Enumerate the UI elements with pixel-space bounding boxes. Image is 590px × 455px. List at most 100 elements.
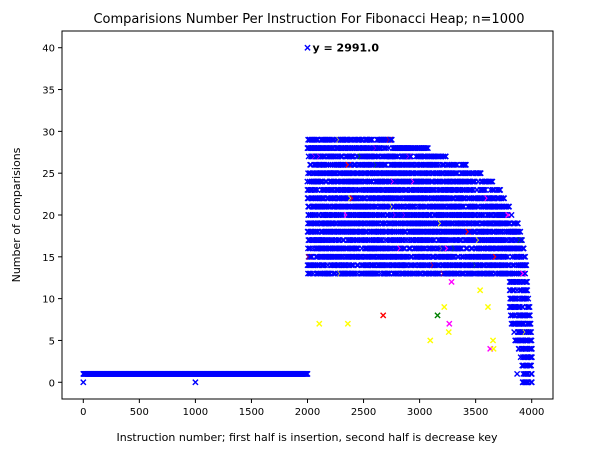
data-point — [304, 245, 312, 252]
data-point — [353, 245, 361, 252]
data-point — [377, 236, 384, 244]
x-axis-label: Instruction number; first half is insert… — [116, 431, 498, 444]
data-point — [423, 144, 430, 152]
data-point — [523, 295, 530, 302]
data-point — [330, 270, 337, 277]
data-point — [462, 161, 470, 168]
data-point — [307, 270, 314, 277]
data-point — [517, 228, 524, 235]
data-point — [388, 136, 395, 143]
y-tick-label: 25 — [42, 169, 55, 180]
data-point — [458, 245, 465, 252]
y-tick-label: 35 — [42, 86, 55, 97]
data-point — [518, 236, 526, 244]
y-tick-label: 5 — [49, 336, 55, 347]
data-point — [524, 278, 531, 286]
data-point — [351, 270, 359, 277]
data-point — [509, 287, 516, 294]
data-point — [398, 203, 405, 210]
data-point — [337, 211, 345, 219]
data-point — [525, 295, 532, 302]
data-point — [80, 379, 87, 386]
y-tick-label: 15 — [42, 253, 55, 264]
x-tick-label: 2500 — [351, 407, 376, 418]
data-point — [304, 170, 312, 177]
data-point — [366, 178, 373, 185]
data-point — [431, 161, 438, 168]
data-point — [525, 328, 533, 336]
x-tick-label: 3500 — [463, 407, 488, 418]
data-point — [312, 186, 319, 194]
data-point — [192, 379, 199, 386]
data-point — [422, 144, 429, 152]
data-point — [524, 287, 531, 294]
data-point — [468, 186, 475, 194]
data-point — [504, 253, 511, 260]
data-point — [509, 262, 516, 269]
data-point — [523, 370, 530, 378]
data-point — [446, 320, 453, 327]
data-point — [470, 178, 477, 185]
data-point — [338, 253, 345, 260]
data-point — [304, 44, 311, 51]
data-point — [502, 253, 509, 260]
data-point — [396, 195, 404, 202]
data-point — [312, 220, 320, 227]
data-point — [411, 211, 418, 219]
data-point — [526, 312, 533, 319]
data-point — [434, 312, 441, 319]
data-point — [440, 153, 447, 160]
data-point — [440, 203, 447, 210]
data-point — [490, 345, 497, 352]
data-point — [351, 236, 359, 244]
y-tick-label: 30 — [42, 127, 55, 138]
data-point — [451, 161, 459, 168]
data-point — [348, 262, 355, 269]
x-tick-label: 1500 — [239, 407, 264, 418]
data-point — [528, 337, 535, 344]
data-point — [514, 220, 521, 227]
data-point — [528, 328, 535, 336]
data-point — [521, 278, 529, 286]
data-point — [442, 153, 449, 160]
data-point — [504, 262, 511, 269]
data-point — [371, 170, 378, 177]
data-point — [434, 178, 442, 185]
data-point — [368, 136, 376, 143]
chart-title: Comparisions Number Per Instruction For … — [93, 12, 524, 27]
data-point — [428, 236, 436, 244]
data-point — [520, 245, 527, 252]
data-point — [453, 161, 461, 168]
data-point — [458, 253, 465, 260]
x-tick-label: 2000 — [295, 407, 320, 418]
data-point — [488, 178, 495, 185]
data-point — [420, 245, 427, 252]
data-point — [382, 161, 389, 168]
data-point — [447, 262, 454, 269]
data-point — [527, 362, 535, 369]
x-tick-label: 1000 — [183, 407, 208, 418]
y-tick-label: 40 — [42, 44, 55, 55]
data-point — [359, 220, 367, 227]
scatter-points — [80, 44, 536, 386]
data-point — [528, 345, 535, 352]
data-point — [312, 228, 319, 235]
data-point — [384, 270, 391, 277]
data-point — [344, 320, 351, 327]
data-point — [310, 211, 317, 219]
data-point — [487, 178, 494, 185]
data-point — [497, 186, 504, 194]
data-point — [486, 211, 494, 219]
data-point — [528, 370, 535, 378]
data-point — [378, 211, 385, 219]
data-point — [393, 270, 400, 277]
y-tick-label: 0 — [49, 378, 55, 389]
data-point — [478, 211, 485, 219]
data-point — [317, 178, 324, 185]
data-point — [356, 161, 364, 168]
data-point — [475, 170, 482, 177]
data-point — [424, 144, 431, 152]
data-point — [525, 320, 532, 327]
data-point — [528, 354, 536, 361]
